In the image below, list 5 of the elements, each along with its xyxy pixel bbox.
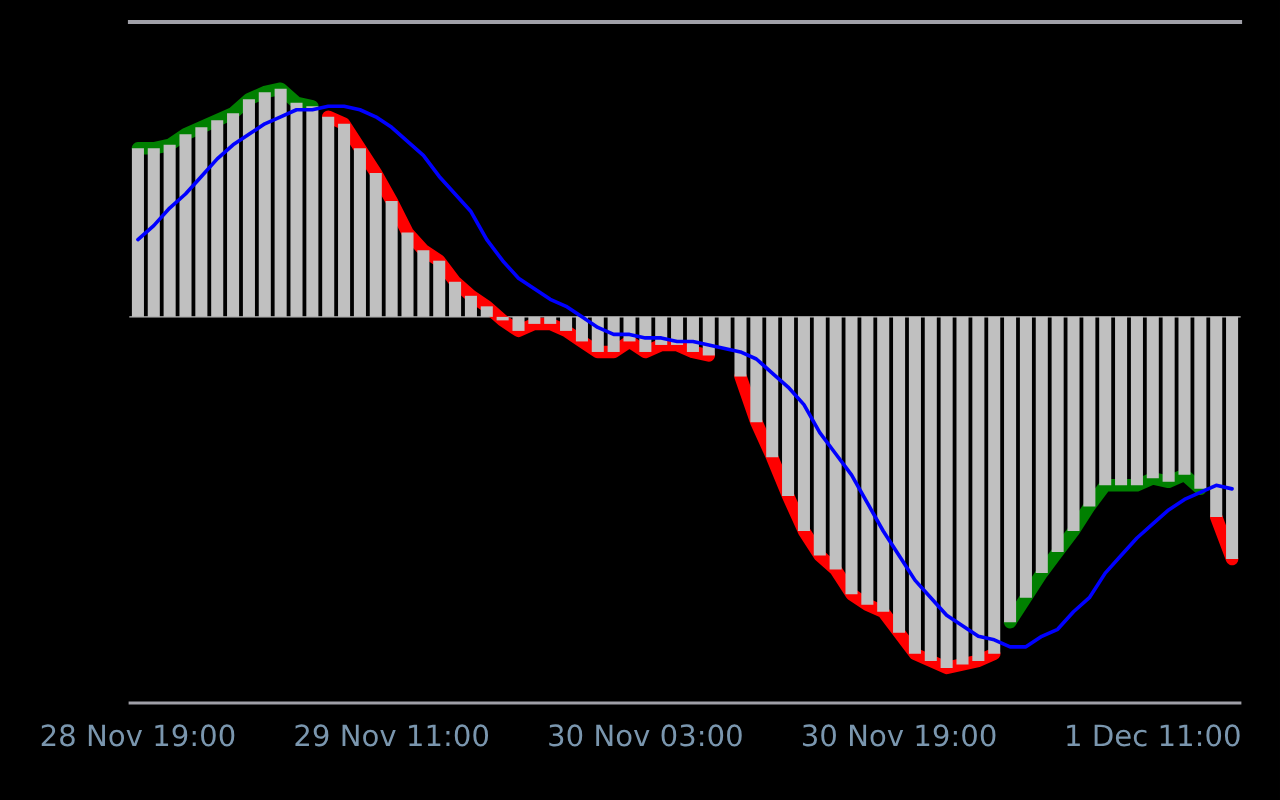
x-tick-label: 30 Nov 19:00 xyxy=(802,724,996,747)
x-tick-label: 1 Dec 11:00 xyxy=(1067,724,1240,747)
x-tick-label: 28 Nov 19:00 xyxy=(41,724,235,747)
x-tick-label: 30 Nov 03:00 xyxy=(549,724,742,747)
x-tick-label: 29 Nov 11:00 xyxy=(295,724,489,747)
